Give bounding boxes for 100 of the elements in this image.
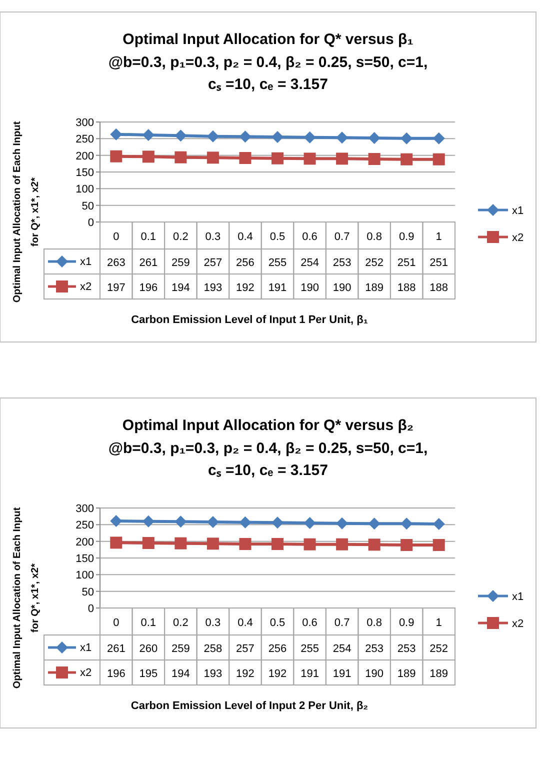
data-label: 259 <box>172 643 190 655</box>
y-tick-label: 200 <box>76 150 94 162</box>
data-label: 253 <box>332 257 352 269</box>
point <box>142 537 154 549</box>
point <box>142 129 154 141</box>
x-tick-label: 0.2 <box>173 231 188 243</box>
x-tick-label: 0.1 <box>140 617 156 629</box>
point <box>110 515 122 527</box>
data-label: 257 <box>204 257 222 269</box>
point <box>206 130 219 142</box>
data-label: 191 <box>332 668 352 680</box>
data-label: 191 <box>268 282 287 294</box>
data-label: 251 <box>430 257 448 269</box>
data-label: 256 <box>236 257 254 269</box>
point <box>432 132 445 144</box>
point <box>174 516 187 528</box>
y-tick-label: 0 <box>88 217 94 229</box>
data-label: 261 <box>139 257 158 269</box>
y-tick-label: 0 <box>88 603 94 615</box>
chart-title: Optimal Input Allocation for Q* versus β₁ <box>122 31 414 48</box>
point <box>336 517 348 530</box>
data-label: 254 <box>332 643 352 655</box>
x-tick-label: 0.2 <box>173 617 188 629</box>
text: x1 <box>80 642 92 654</box>
chart-subtitle: @b=0.3, p₁=0.3, p₂ = 0.4, β₂ = 0.25, s=50, c=1, cₛ =10, cₑ = 3.157 <box>108 440 428 479</box>
point <box>239 130 252 143</box>
y-axis-title: Optimal Input Allocation of Each Input for Q*, x1*, x2* <box>12 120 41 303</box>
point <box>304 517 316 529</box>
point <box>110 128 122 140</box>
data-label: 197 <box>106 282 126 294</box>
text: x2 <box>80 281 92 293</box>
y-tick-label: 300 <box>76 117 94 129</box>
x-tick-label: 0.4 <box>238 617 253 629</box>
point <box>206 538 219 550</box>
data-label: 259 <box>172 257 190 269</box>
x-tick-label: 0.3 <box>205 231 221 243</box>
y-tick-label: 200 <box>76 536 94 548</box>
point <box>400 153 413 166</box>
x-axis-title: Carbon Emission Level of Input 2 Per Unit, β₂ <box>130 700 368 712</box>
data-label: 189 <box>430 668 448 680</box>
point <box>239 152 252 164</box>
y-tick-label: 250 <box>76 134 94 146</box>
x-tick-label: 0.5 <box>270 617 286 629</box>
legend-label: x2 <box>512 232 524 244</box>
point <box>336 538 348 550</box>
x-tick-label: 1 <box>436 231 442 243</box>
x-tick-label: 0.5 <box>270 231 286 243</box>
x-tick-label: 0.9 <box>398 231 414 243</box>
data-label: 190 <box>365 668 384 680</box>
y-tick-label: 300 <box>76 503 94 515</box>
data-label: 196 <box>139 282 158 294</box>
chart-subtitle: @b=0.3, p₁=0.3, p₂ = 0.4, β₂ = 0.25, s=50, c=1, cₛ =10, cₑ = 3.157 <box>108 54 428 93</box>
point <box>110 536 122 549</box>
point <box>272 131 284 143</box>
data-label: 255 <box>268 257 287 269</box>
point <box>432 153 445 166</box>
y-tick-label: 100 <box>76 570 94 582</box>
point <box>336 132 348 144</box>
text: x1 <box>80 256 92 268</box>
legend-label: x2 <box>512 618 524 630</box>
x-tick-label: 0.4 <box>238 231 253 243</box>
data-label: 254 <box>300 257 319 269</box>
data-label: 189 <box>365 282 384 294</box>
data-label: 192 <box>236 282 254 294</box>
data-label: 253 <box>365 643 384 655</box>
point <box>174 151 187 164</box>
point <box>304 152 316 165</box>
data-label: 256 <box>268 643 287 655</box>
point <box>432 539 445 551</box>
point <box>206 516 219 528</box>
data-label: 196 <box>106 668 126 680</box>
x-tick-label: 0.8 <box>366 231 382 243</box>
data-label: 257 <box>236 643 254 655</box>
data-label: 193 <box>204 282 222 294</box>
text: x2 <box>80 667 92 679</box>
point <box>368 153 380 165</box>
x-tick-label: 0 <box>113 231 120 243</box>
legend-label: x1 <box>512 591 524 603</box>
data-label: 252 <box>365 257 384 269</box>
point <box>368 538 380 551</box>
y-tick-label: 50 <box>82 200 94 212</box>
data-label: 188 <box>430 282 448 294</box>
point <box>336 152 348 165</box>
x-tick-label: 0.7 <box>334 617 350 629</box>
x-tick-label: 0.8 <box>366 617 382 629</box>
point <box>272 516 284 529</box>
point <box>110 150 122 162</box>
point <box>239 538 252 550</box>
point <box>304 131 316 144</box>
x-tick-label: 0.3 <box>205 617 221 629</box>
data-label: 194 <box>172 282 190 294</box>
data-label: 252 <box>430 643 448 655</box>
y-tick-label: 50 <box>82 586 94 598</box>
data-label: 261 <box>106 643 126 655</box>
point <box>432 518 445 530</box>
data-label: 191 <box>300 668 319 680</box>
point <box>400 518 413 530</box>
data-label: 194 <box>172 668 190 680</box>
data-label: 263 <box>106 257 126 269</box>
point <box>239 516 252 528</box>
